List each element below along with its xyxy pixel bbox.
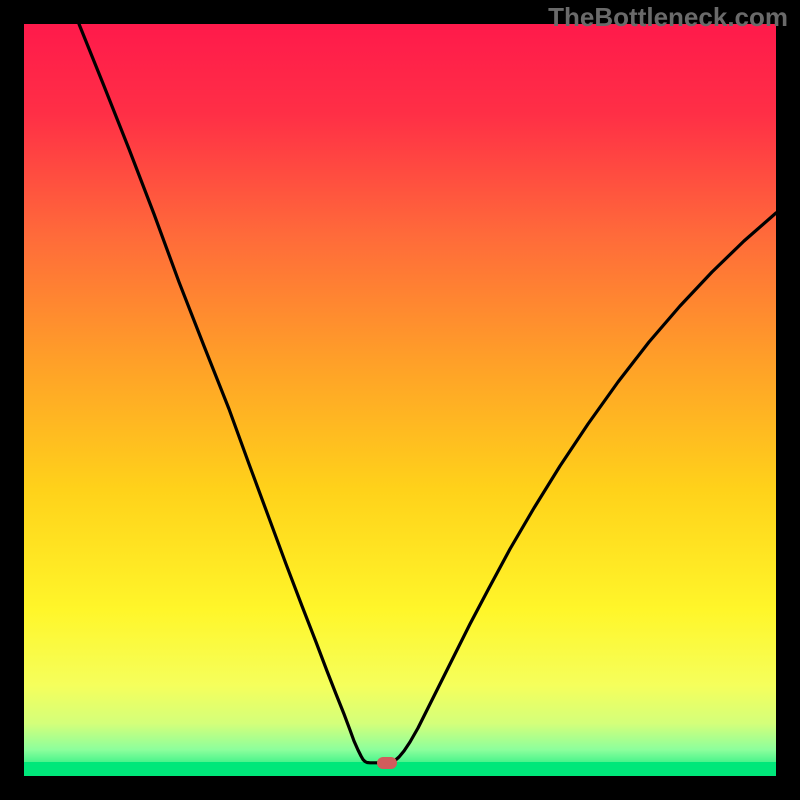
optimum-marker xyxy=(377,757,397,769)
plot-area xyxy=(24,24,776,776)
bottleneck-curve xyxy=(24,24,776,776)
watermark-text: TheBottleneck.com xyxy=(548,2,788,33)
